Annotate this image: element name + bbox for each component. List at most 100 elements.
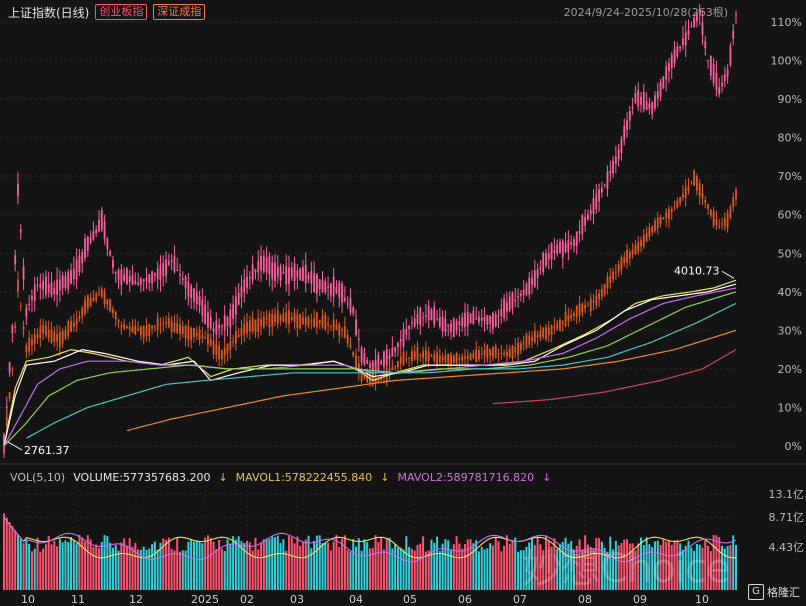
candle-body-a [598, 189, 600, 202]
candle-body-b [584, 305, 587, 309]
candle-body-b [676, 200, 679, 208]
candle-body-b [11, 368, 14, 370]
price-annotation: 4010.73 [674, 264, 720, 277]
x-tick-label: 07 [513, 593, 527, 606]
volume-bar [444, 539, 447, 590]
candle-body-a [589, 210, 592, 215]
candle-body-b [475, 349, 478, 362]
volume-bar [307, 535, 310, 590]
candle-body-a [173, 255, 176, 272]
candle-body-b [614, 271, 617, 273]
volume-bar [369, 548, 371, 590]
volume-bar [360, 550, 363, 590]
volume-bar [441, 543, 444, 590]
candle-body-b [455, 353, 458, 364]
candle-body-a [430, 309, 433, 321]
candle-body-b [735, 189, 737, 199]
candle-body-b [50, 329, 53, 343]
candle-body-b [461, 356, 464, 361]
candle-body-a [553, 249, 556, 254]
volume-bar [11, 526, 14, 590]
line-ma_teal [26, 302, 737, 439]
x-tick-label: 10 [695, 593, 709, 606]
candle-body-b [215, 344, 218, 356]
candle-body-b [248, 320, 251, 332]
candle-body-b [265, 318, 268, 320]
candle-body-b [184, 325, 187, 339]
volume-bar [670, 544, 673, 590]
y-tick-label: 80% [778, 132, 802, 145]
volume-bar [662, 538, 665, 590]
candle-body-b [243, 323, 246, 335]
candle-body-a [472, 310, 475, 324]
volume-bar [673, 540, 676, 590]
candle-body-b [84, 299, 86, 314]
candle-body-b [103, 292, 106, 305]
volume-bar [318, 535, 321, 590]
volume-bar [645, 537, 648, 590]
volume-bar [517, 551, 520, 590]
candle-body-a [626, 120, 628, 130]
volume-bar [313, 540, 316, 590]
price-annotation: 2761.37 [24, 444, 70, 457]
volume-bar [693, 550, 696, 590]
tag-shenzhen[interactable]: 深证成指 [153, 4, 206, 20]
candle-body-b [575, 305, 578, 318]
volume-tick-label: 4.43亿 [769, 541, 805, 554]
candle-body-a [659, 81, 662, 97]
candle-body-a [693, 17, 695, 27]
candle-body-a [670, 54, 673, 69]
candle-body-a [282, 272, 285, 274]
candle-body-a [176, 270, 179, 272]
candle-body-a [332, 276, 335, 297]
volume-bar [246, 540, 249, 590]
candle-body-b [556, 323, 559, 330]
candle-body-b [98, 293, 100, 295]
candle-body-b [673, 206, 676, 208]
candle-body-b [654, 221, 656, 231]
candle-body-a [204, 304, 207, 324]
candle-body-b [58, 332, 61, 348]
candle-body-b [458, 358, 461, 360]
candle-body-b [165, 321, 167, 324]
volume-bar [598, 538, 601, 590]
candle-body-a [455, 320, 458, 331]
volume-bar [695, 543, 698, 590]
volume-bar [346, 549, 349, 590]
volume-bar [47, 535, 50, 590]
volume-bar [5, 517, 8, 590]
line-ma_white [3, 283, 737, 447]
candle-body-b [391, 367, 394, 370]
candle-body-a [452, 318, 455, 337]
candle-body-b [106, 300, 109, 305]
candle-body-a [226, 317, 229, 326]
candle-body-b [5, 416, 8, 427]
candle-body-b [578, 303, 581, 316]
candle-body-a [22, 266, 25, 280]
volume-bar [128, 538, 131, 590]
volume-bar [614, 540, 617, 590]
logo-text: 格隆汇 [767, 586, 800, 599]
volume-bar [419, 543, 422, 590]
volume-bar [97, 548, 100, 590]
candle-body-b [651, 226, 654, 233]
candle-body-a [575, 231, 578, 246]
tag-chinext[interactable]: 创业板指 [95, 4, 148, 20]
candle-body-b [282, 313, 285, 322]
candle-body-a [19, 229, 22, 233]
candle-body-b [302, 317, 304, 325]
candle-body-b [33, 334, 36, 344]
candle-body-a [112, 259, 114, 268]
candle-body-b [411, 350, 413, 362]
candle-body-b [232, 341, 234, 343]
volume-bar [382, 549, 385, 590]
candle-body-b [25, 345, 28, 353]
candle-body-b [422, 350, 424, 358]
candle-body-a [17, 183, 19, 197]
candle-body-b [570, 314, 573, 319]
candle-body-b [234, 331, 237, 344]
volume-bar [279, 543, 282, 590]
candle-body-a [318, 279, 321, 289]
volume-bar [656, 540, 659, 590]
